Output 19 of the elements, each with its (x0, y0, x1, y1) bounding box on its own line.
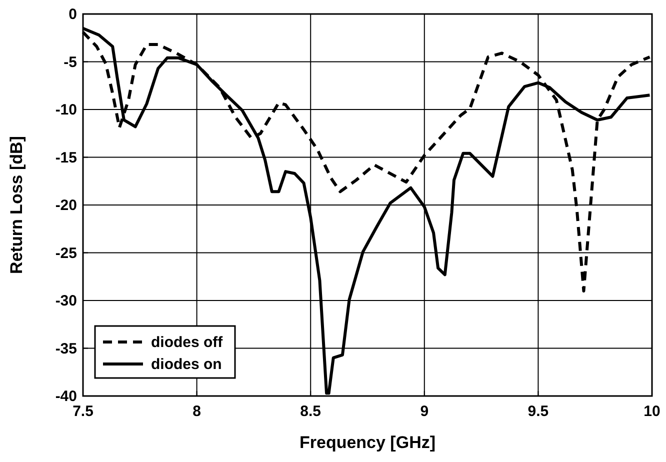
y-tick-label: 0 (68, 6, 77, 23)
y-tick-label: -35 (55, 340, 77, 358)
x-tick-label: 9 (420, 403, 429, 420)
y-tick-label: -25 (55, 244, 77, 262)
y-axis-title: Return Loss [dB] (7, 136, 26, 274)
y-tick-label: -15 (55, 149, 77, 166)
x-tick-label: 7.5 (72, 403, 94, 420)
y-tick-label: -20 (55, 197, 77, 214)
y-tick-label: -30 (55, 292, 77, 310)
y-tick-label: -5 (64, 54, 77, 71)
x-tick-label: 8.5 (300, 403, 322, 420)
x-axis-title: Frequency [GHz] (299, 433, 436, 452)
x-tick-label: 10 (644, 403, 660, 420)
x-tick-label: 8 (192, 403, 201, 420)
x-tick-label: 9.5 (528, 403, 549, 420)
legend-label: diodes on (151, 356, 222, 373)
legend-label: diodes off (151, 334, 224, 351)
y-tick-label: -10 (55, 102, 77, 118)
y-tick-label: -40 (55, 388, 77, 405)
